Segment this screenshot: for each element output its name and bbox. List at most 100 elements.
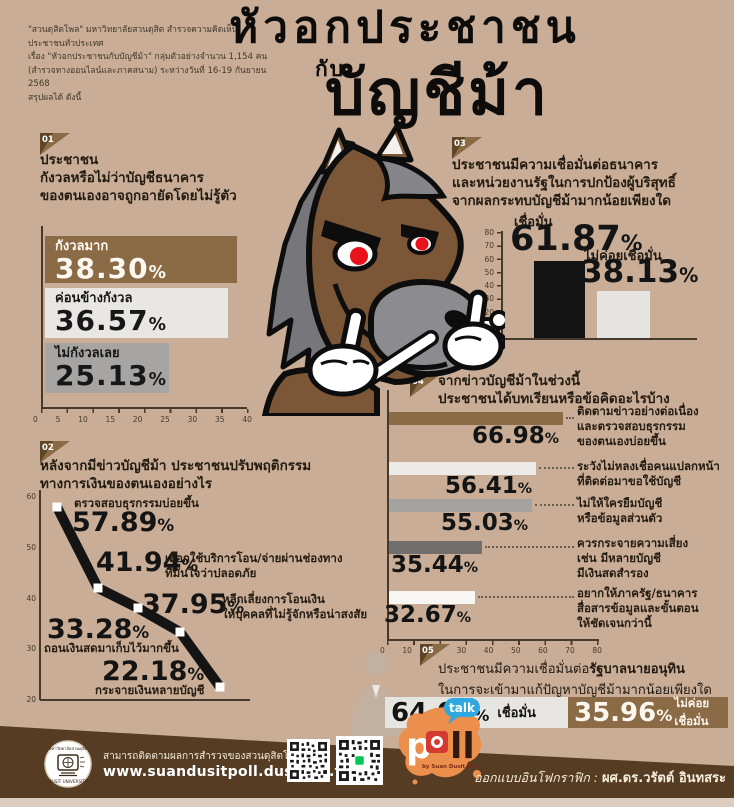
tick-label: 40 [242,415,252,424]
value: 35.96 [574,697,657,728]
tick-label: 20 [484,307,494,317]
horse-cheek-line [332,283,379,343]
tick-label: 40 [26,593,36,603]
line-markers [52,502,225,692]
percent-sign: % [463,560,478,576]
horse-ear [318,127,358,175]
qr-code-website [287,739,330,782]
tick-label: 50 [26,542,36,552]
label-line: ให้ชัดเจนกว่านี้ [577,616,652,631]
s5-bar-not-confident: 35.96% ไม่ค่อยเชื่อมั่น [568,695,728,728]
svg-text:04: 04 [412,377,424,387]
label-line: ที่มั่นใจว่าปลอดภัย [165,565,257,580]
page-title-main: บัญชีม้า [325,56,550,129]
s4-bar-4 [389,541,482,554]
tick-label: 70 [565,646,575,655]
s3-label-not-confident: ไม่ค่อยเชื่อมั่น [584,249,662,264]
section-1-flag-icon: 01 [40,133,70,155]
logo-byline: by Suan Dusit Poll [422,764,479,770]
bar-label: ไม่กังวลเลย [55,346,120,361]
s1-bar-somewhat-worried: ค่อนข้างกังวล 36.57% [45,288,228,338]
tick-label: 5 [55,415,61,424]
leader-line [539,467,574,469]
percent-sign: % [187,664,205,684]
s3-axis-tickmarks [497,232,501,340]
tick-label: 60 [26,492,36,501]
tick-label: 10 [78,415,88,424]
heading-line: จากผลกระทบบัญชีม้ามากน้อยเพียงใด [452,192,671,209]
heading-line: ประชาชนได้บทเรียนหรือข้อคิดอะไรบ้าง [438,390,670,407]
label-line: เช่น มีหลายบัญชี [577,551,661,566]
heading-line: ประชาชน [40,152,99,168]
s2-point-label: ถอนเงินสดมาเก็บไว้มากขึ้น [44,641,179,655]
camera-lens-inner [434,739,440,745]
percent-sign: % [456,610,471,626]
leader-line [478,596,574,598]
design-credit: ออกแบบอินโฟกราฟิก : ผศ.ดร.วรัตต์ อินทสระ [470,767,726,788]
bar-label: ค่อนข้างกังวล [55,291,133,306]
s2-point-label: ตรวจสอบธุรกรรมบ่อยขึ้น [74,496,199,510]
leader-line [485,546,574,548]
label-line: ที่ติดต่อมาขอใช้บัญชี [577,474,682,489]
bar-value: 35.44 [390,552,464,578]
heading-line: หลังจากมีข่าวบัญชีม้า ประชาชนปรับพฤติกรร… [40,458,312,474]
s4-bar-1 [389,412,563,425]
s2-point-value: 37.95% [142,591,244,618]
design-credit-prefix: ออกแบบอินโฟกราฟิก : [473,770,602,785]
tick-label: 60 [538,646,548,655]
point-value: 37.95 [142,589,228,620]
tick-label: 30 [484,294,494,304]
page-title: หัวอกประชาชน [229,2,581,53]
svg-text:มหาวิทยาลัยสวนดุสิต: มหาวิทยาลัยสวนดุสิต [49,746,88,752]
section-5-flag-icon: 05 [420,644,450,666]
s3-y-axis [501,231,503,340]
s1-x-axis [41,407,247,409]
horse-ear-inner [382,134,403,154]
bar-value: 56.41 [444,473,518,499]
label-line: ของตนเองบ่อยขึ้น [577,434,666,449]
percent-sign: % [544,431,559,447]
label-line: เลือกใช้บริการโอน/จ่ายผ่านช่องทาง [165,551,343,565]
tick-label: 20 [132,415,143,424]
tick-label: 30 [456,646,467,655]
label-line: ให้บุคคลที่ไม่รู้จักหรือน่าสงสัย [222,606,368,621]
tick-label: 50 [510,646,521,655]
s3-label-confident: เชื่อมั่น [514,215,553,230]
percent-sign: % [517,481,532,497]
s3-bar-confident [534,261,585,338]
percent-sign: % [148,262,167,283]
percent-sign: % [132,622,150,642]
s1-axis-ticks [41,409,249,413]
s4-label-5: อยากให้ภาครัฐ/ธนาคาร สื่อสารข้อมูลและขั้… [577,586,732,632]
s3-x-axis [501,338,697,340]
percent-sign: % [656,705,673,725]
svg-text:01: 01 [42,135,54,145]
survey-note-line: "สวนดุสิตโพล" มหาวิทยาลัยสวนดุสิต สำรวจค… [28,25,238,49]
heading-line: ทางการเงินของตนเองอย่างไร [40,475,212,492]
horse-eye [332,236,378,272]
svg-text:02: 02 [42,443,54,453]
s2-point-label: หลีกเลี่ยงการโอนเงิน ให้บุคคลที่ไม่รู้จั… [222,592,367,622]
section-4-flag-icon: 04 [410,375,440,397]
percent-sign: % [227,597,245,617]
svg-text:DUSIT UNIVERSITY: DUSIT UNIVERSITY [49,779,88,784]
s3-bar-not-confident [597,291,650,338]
tick-label: 10 [484,320,494,330]
label-line: ติดตามข่าวอย่างต่อเนื่อง [577,404,699,418]
section-2-flag-icon: 02 [40,441,70,463]
tick-label: 80 [592,646,602,655]
s1-bar-worried-much: กังวลมาก 38.30% [45,236,237,283]
bar-label: ไม่ค่อยเชื่อมั่น [674,695,710,728]
point-value: 41.94 [96,547,182,578]
logo-drop [412,779,418,785]
tick-label: 60 [484,254,494,264]
s1-axis-labels: 0 5 10 15 20 25 30 35 40 [33,415,252,424]
bar-value: 35.96% [574,700,672,726]
qr-pattern [339,740,380,781]
heading-line: และหน่วยงานรัฐในการปกป้องผู้บริสุทธิ์ [452,174,676,191]
s2-point-value: 33.28% [47,616,149,643]
label-line: หลีกเลี่ยงการโอนเงิน [222,592,325,606]
percent-sign: % [181,555,199,575]
tick-label: 15 [105,415,116,424]
